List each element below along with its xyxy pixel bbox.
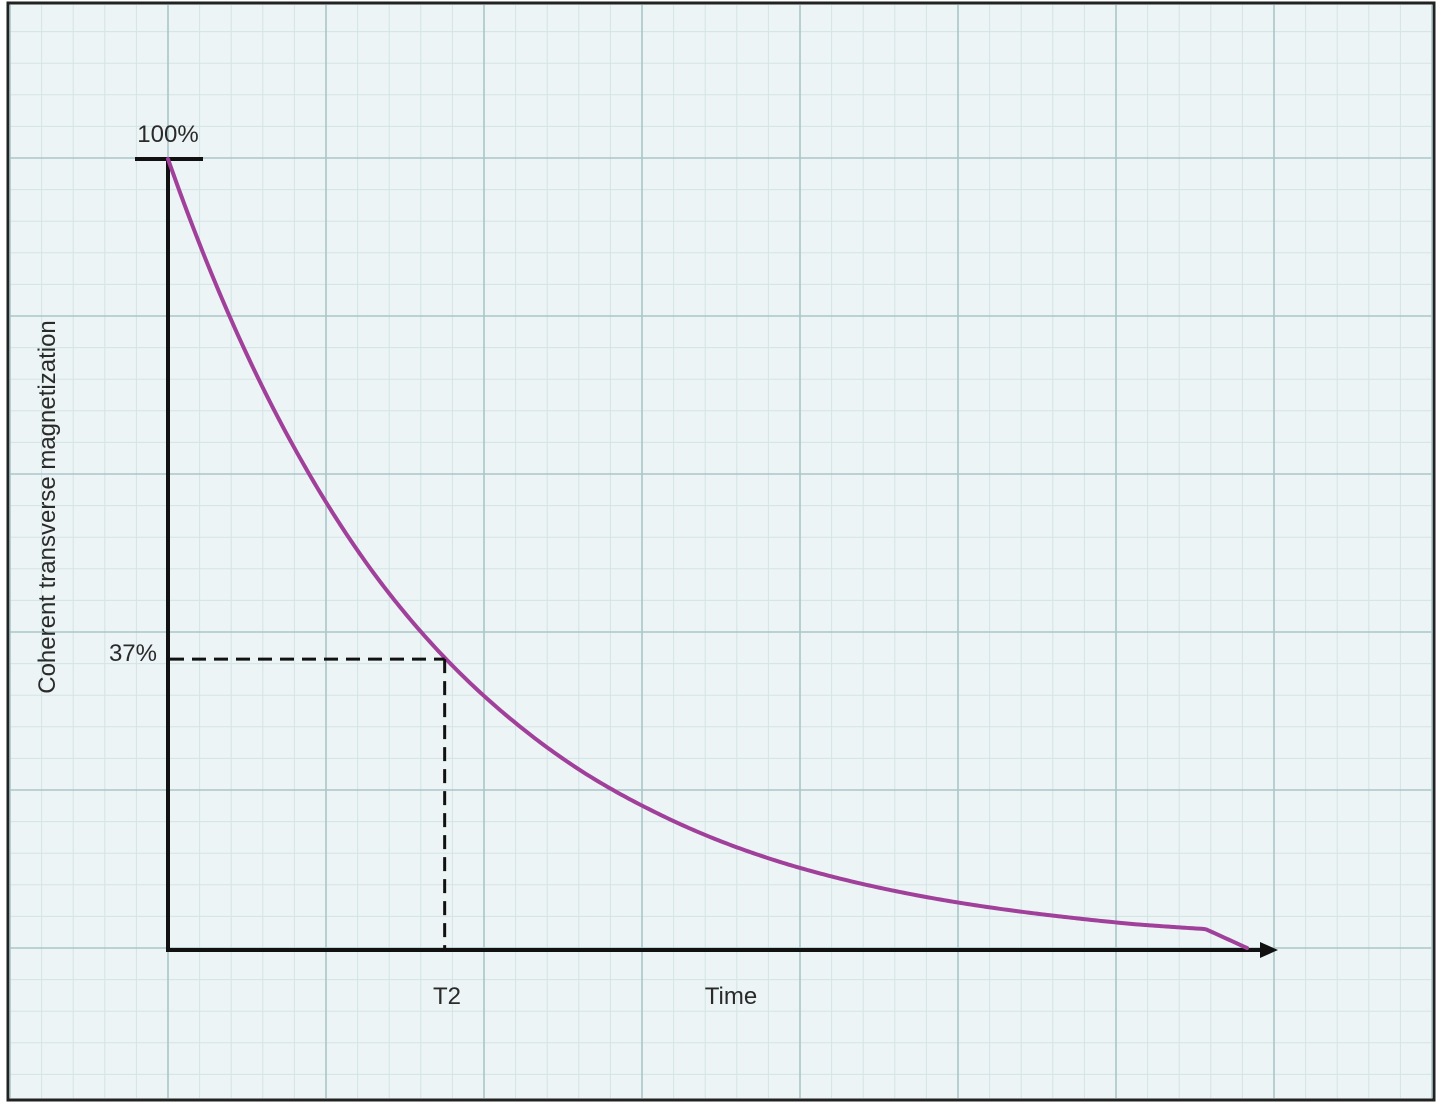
labels: 100% 37% T2 Time Coherent transverse mag… [34, 121, 757, 1010]
axes [135, 157, 1278, 958]
y-ref-label: 37% [109, 640, 157, 667]
x-axis-arrowhead [1260, 942, 1278, 958]
chart-background [6, 1, 1436, 1102]
x-ref-label: T2 [433, 983, 461, 1010]
y-axis-label: Coherent transverse magnetization [34, 320, 61, 694]
plot-area [166, 157, 1249, 950]
y-max-label: 100% [137, 121, 198, 148]
x-axis-label: Time [705, 983, 757, 1010]
decay-curve [166, 157, 1249, 950]
